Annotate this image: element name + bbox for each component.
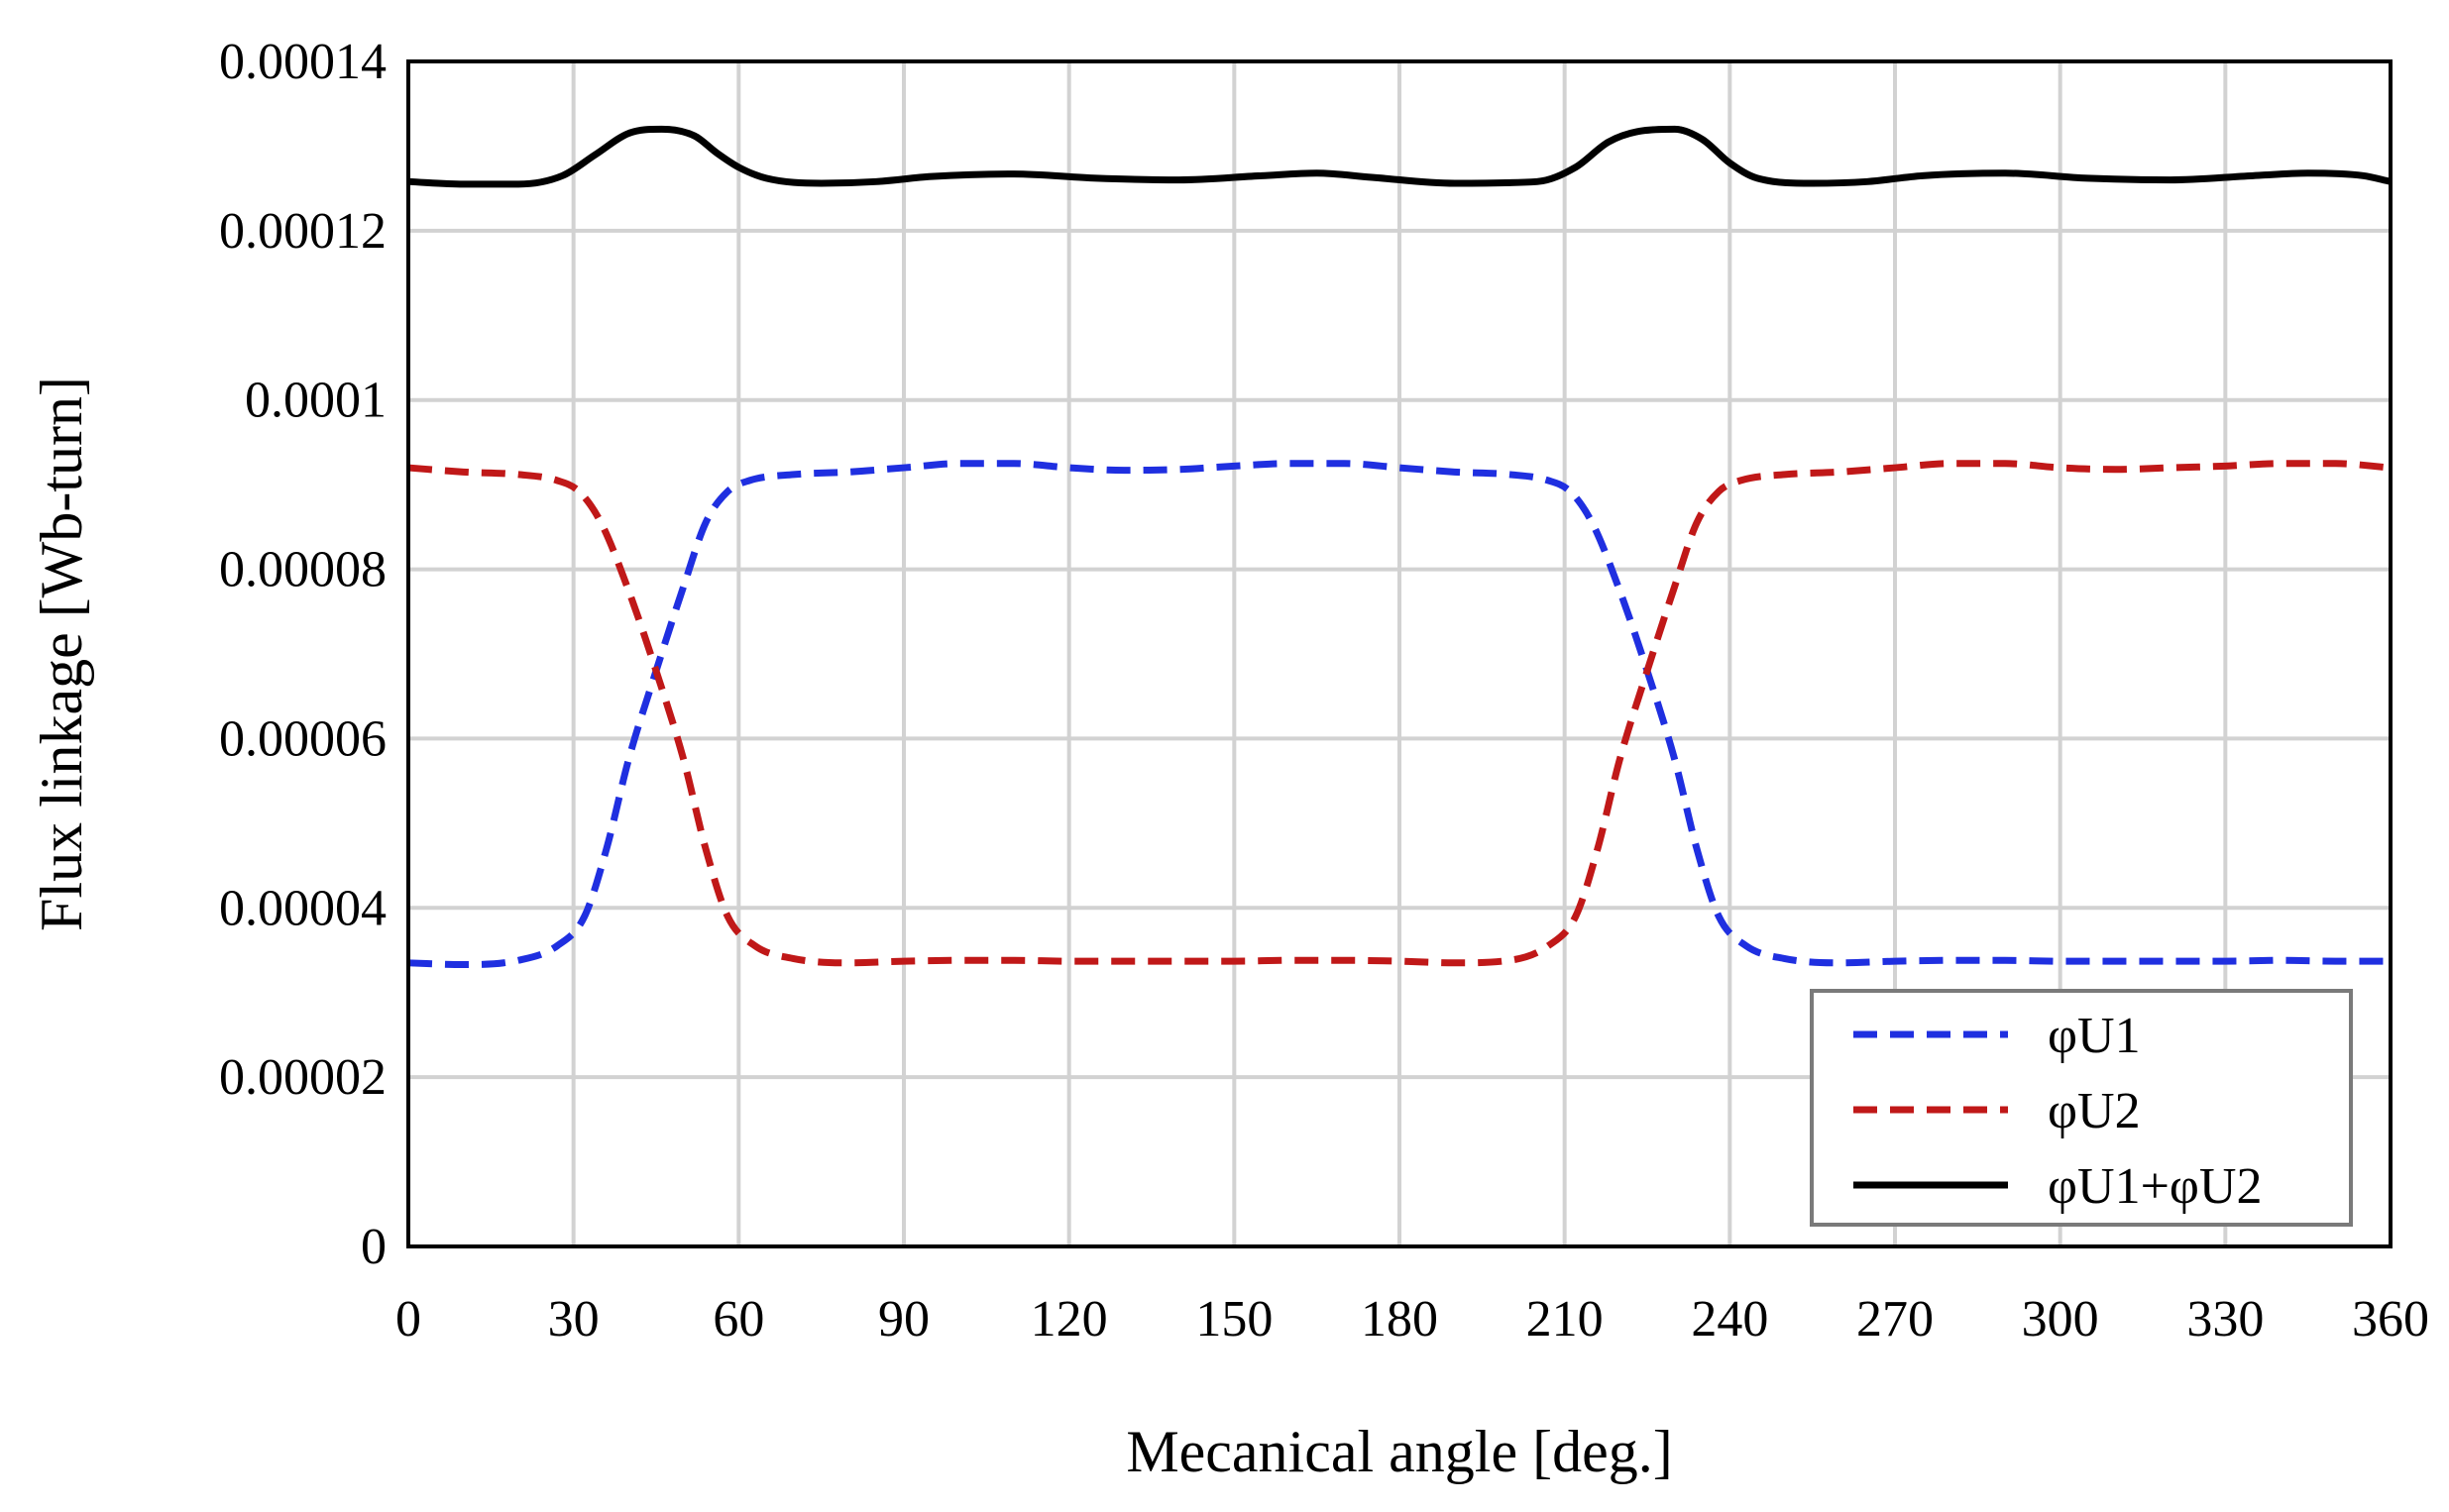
legend-label-phi-u2: φU2 xyxy=(2048,1083,2141,1139)
y-tick-label: 0.00008 xyxy=(219,542,387,598)
x-tick-label: 120 xyxy=(1031,1291,1108,1348)
y-tick-label: 0.0001 xyxy=(245,373,387,429)
x-tick-label: 150 xyxy=(1195,1291,1273,1348)
series-line-phi-u1 xyxy=(407,460,2391,969)
x-axis-title: Mecanical angle [deg.] xyxy=(1126,1419,1672,1484)
y-axis-title: Flux linkage [Wb-turn] xyxy=(29,377,94,931)
series-layer xyxy=(407,125,2392,969)
y-tick-label: 0.00004 xyxy=(219,880,387,936)
x-tick-label: 60 xyxy=(713,1291,764,1348)
x-tick-label: 0 xyxy=(395,1291,421,1348)
y-tick-label: 0.00012 xyxy=(219,203,387,260)
x-tick-label: 240 xyxy=(1691,1291,1768,1348)
tick-label-layer: 0 30 60 90 120 150 180 210 240 270 300 330 360 0 0.000… xyxy=(219,34,2429,1348)
x-tick-label: 360 xyxy=(2352,1291,2429,1348)
legend-label-phi-sum: φU1+φU2 xyxy=(2048,1158,2262,1215)
series-line-phi-sum xyxy=(407,125,2392,188)
legend: φU1 φU2 φU1+φU2 xyxy=(1810,989,2353,1227)
y-tick-label: 0 xyxy=(361,1219,387,1275)
y-tick-label: 0.00006 xyxy=(219,710,387,767)
legend-label-phi-u1: φU1 xyxy=(2048,1008,2141,1064)
x-tick-label: 270 xyxy=(1856,1291,1934,1348)
x-tick-label: 30 xyxy=(548,1291,600,1348)
y-tick-label: 0.00014 xyxy=(219,34,387,90)
series-line-phi-u2 xyxy=(407,460,2392,967)
x-tick-label: 210 xyxy=(1526,1291,1604,1348)
y-tick-label: 0.00002 xyxy=(219,1049,387,1106)
x-tick-label: 90 xyxy=(878,1291,930,1348)
plot-frame xyxy=(406,59,2393,1248)
x-tick-label: 300 xyxy=(2022,1291,2099,1348)
x-tick-label: 330 xyxy=(2186,1291,2264,1348)
x-tick-label: 180 xyxy=(1361,1291,1438,1348)
